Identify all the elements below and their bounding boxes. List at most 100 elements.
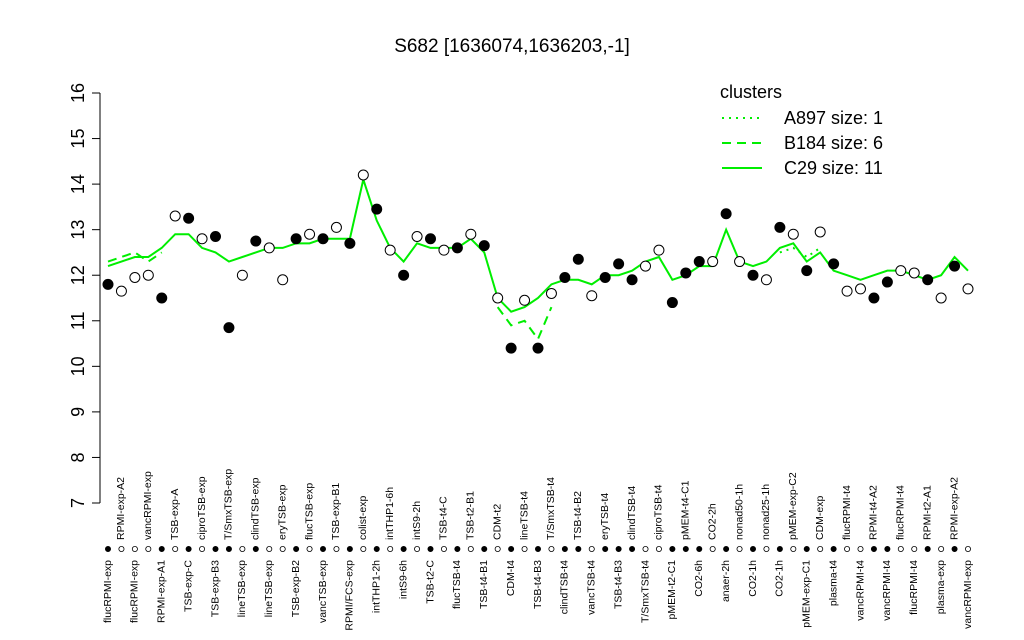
data-point: [599, 272, 611, 283]
x-tick-label: RPMI-exp-A1: [156, 560, 168, 623]
x-tick-label: intTHP1-6h: [384, 487, 396, 540]
x-tick-label: eryTSB-t4: [599, 493, 611, 540]
x-tick-label: CO2-6h: [693, 560, 705, 597]
data-point: [478, 240, 490, 252]
group-dot: [306, 546, 313, 553]
data-point: [922, 274, 934, 286]
data-point: [425, 233, 436, 245]
data-point: [760, 274, 772, 286]
data-point: [545, 287, 557, 299]
data-point: [680, 267, 692, 279]
cluster-line: [107, 175, 969, 313]
group-dot: [467, 546, 474, 553]
data-point: [814, 226, 826, 238]
data-point: [304, 228, 316, 240]
x-tick-label: lineTSB-exp: [263, 560, 275, 617]
x-tick-label: lineTSB-exp: [236, 560, 248, 617]
x-tick-label: CDM-t4: [505, 560, 517, 596]
cluster-line: [107, 251, 163, 263]
group-dot: [414, 546, 421, 553]
x-tick-label: TSB-t4-B3: [612, 560, 624, 609]
data-point: [196, 233, 208, 245]
y-tick-label: 15: [68, 129, 88, 149]
x-tick-label: intS9-6h: [397, 560, 409, 599]
group-dot: [239, 546, 246, 553]
group-dot: [830, 546, 837, 553]
data-point: [438, 244, 450, 256]
x-tick-label: flucRPMI-t4: [908, 560, 920, 615]
legend-title: clusters: [720, 82, 782, 102]
x-tick-label: TSB-t2-B1: [465, 491, 477, 540]
group-dot: [440, 546, 447, 553]
x-tick-label: RPMI-t4-A2: [868, 485, 880, 540]
data-point: [720, 208, 732, 220]
x-tick-label: pMEM-exp-C1: [801, 560, 813, 628]
group-dot: [602, 546, 609, 553]
data-point: [371, 203, 383, 215]
x-tick-label: nonad25-1h: [760, 484, 772, 540]
data-point: [344, 237, 356, 249]
x-tick-label: eryTSB-exp: [276, 484, 288, 540]
data-point: [183, 212, 195, 224]
y-tick-label: 11: [68, 311, 88, 330]
data-point: [653, 244, 665, 256]
group-dot: [924, 546, 931, 553]
x-tick-label: pMEM-t2-C1: [666, 560, 678, 620]
group-dot: [279, 546, 286, 553]
cluster-line: [496, 306, 553, 342]
data-point: [519, 294, 531, 306]
x-tick-label: vancTSB-t4: [586, 560, 598, 615]
data-point: [626, 274, 638, 286]
x-tick-label: intS9-2h: [411, 501, 423, 540]
group-dot: [655, 546, 662, 553]
data-point: [707, 256, 719, 268]
group-dot: [965, 546, 972, 553]
data-point: [451, 242, 463, 254]
data-point: [949, 260, 961, 272]
data-point: [210, 231, 221, 242]
x-tick-label: TSB-exp-B3: [209, 560, 221, 617]
group-dot: [508, 546, 515, 553]
x-tick-label: ciproTSB-exp: [196, 476, 208, 540]
x-tick-label: vancRPMI-exp: [962, 560, 974, 629]
group-dot: [870, 546, 877, 553]
group-dot: [844, 546, 851, 553]
data-point: [881, 276, 893, 288]
data-point: [290, 233, 302, 245]
x-tick-label: pMEM-t4-C1: [680, 480, 692, 540]
group-dot: [118, 546, 125, 553]
data-point: [492, 292, 504, 304]
data-point: [330, 221, 342, 233]
data-point: [156, 292, 168, 304]
x-tick-label: T/SmxTSB-t4: [639, 560, 651, 623]
x-tick-label: RPMI-exp-A2: [948, 477, 960, 540]
group-dot: [736, 546, 743, 553]
data-point: [895, 265, 907, 277]
x-tick-label: TSB-t4-B2: [572, 491, 584, 540]
x-tick-label: TSB-t2-C: [424, 560, 436, 604]
group-dot: [535, 546, 542, 553]
legend-label: A897 size: 1: [784, 108, 883, 128]
group-dot: [575, 546, 582, 553]
legend-label: C29 size: 11: [784, 158, 883, 178]
data-point: [115, 285, 127, 297]
x-tick-label: colist-exp: [357, 495, 369, 540]
x-tick-label: CO2-1h: [747, 560, 759, 597]
group-dot: [400, 546, 407, 553]
group-dot: [252, 546, 259, 553]
group-dot: [723, 546, 730, 553]
group-dot: [373, 546, 380, 553]
data-point: [559, 272, 571, 283]
group-dot: [857, 546, 864, 553]
data-point: [935, 292, 947, 304]
x-tick-label: intTHP1-2h: [371, 560, 383, 613]
x-tick-label: vancRPMI-exp: [142, 471, 154, 540]
group-dot: [548, 546, 555, 553]
x-tick-label: RPMI-t2-A1: [921, 485, 933, 540]
x-tick-label: TSB-exp-B2: [290, 560, 302, 617]
x-tick-label: TSB-t4-C: [438, 496, 450, 540]
group-dot: [669, 546, 676, 553]
data-point: [532, 342, 544, 354]
data-point: [747, 269, 759, 281]
data-point: [572, 253, 584, 265]
